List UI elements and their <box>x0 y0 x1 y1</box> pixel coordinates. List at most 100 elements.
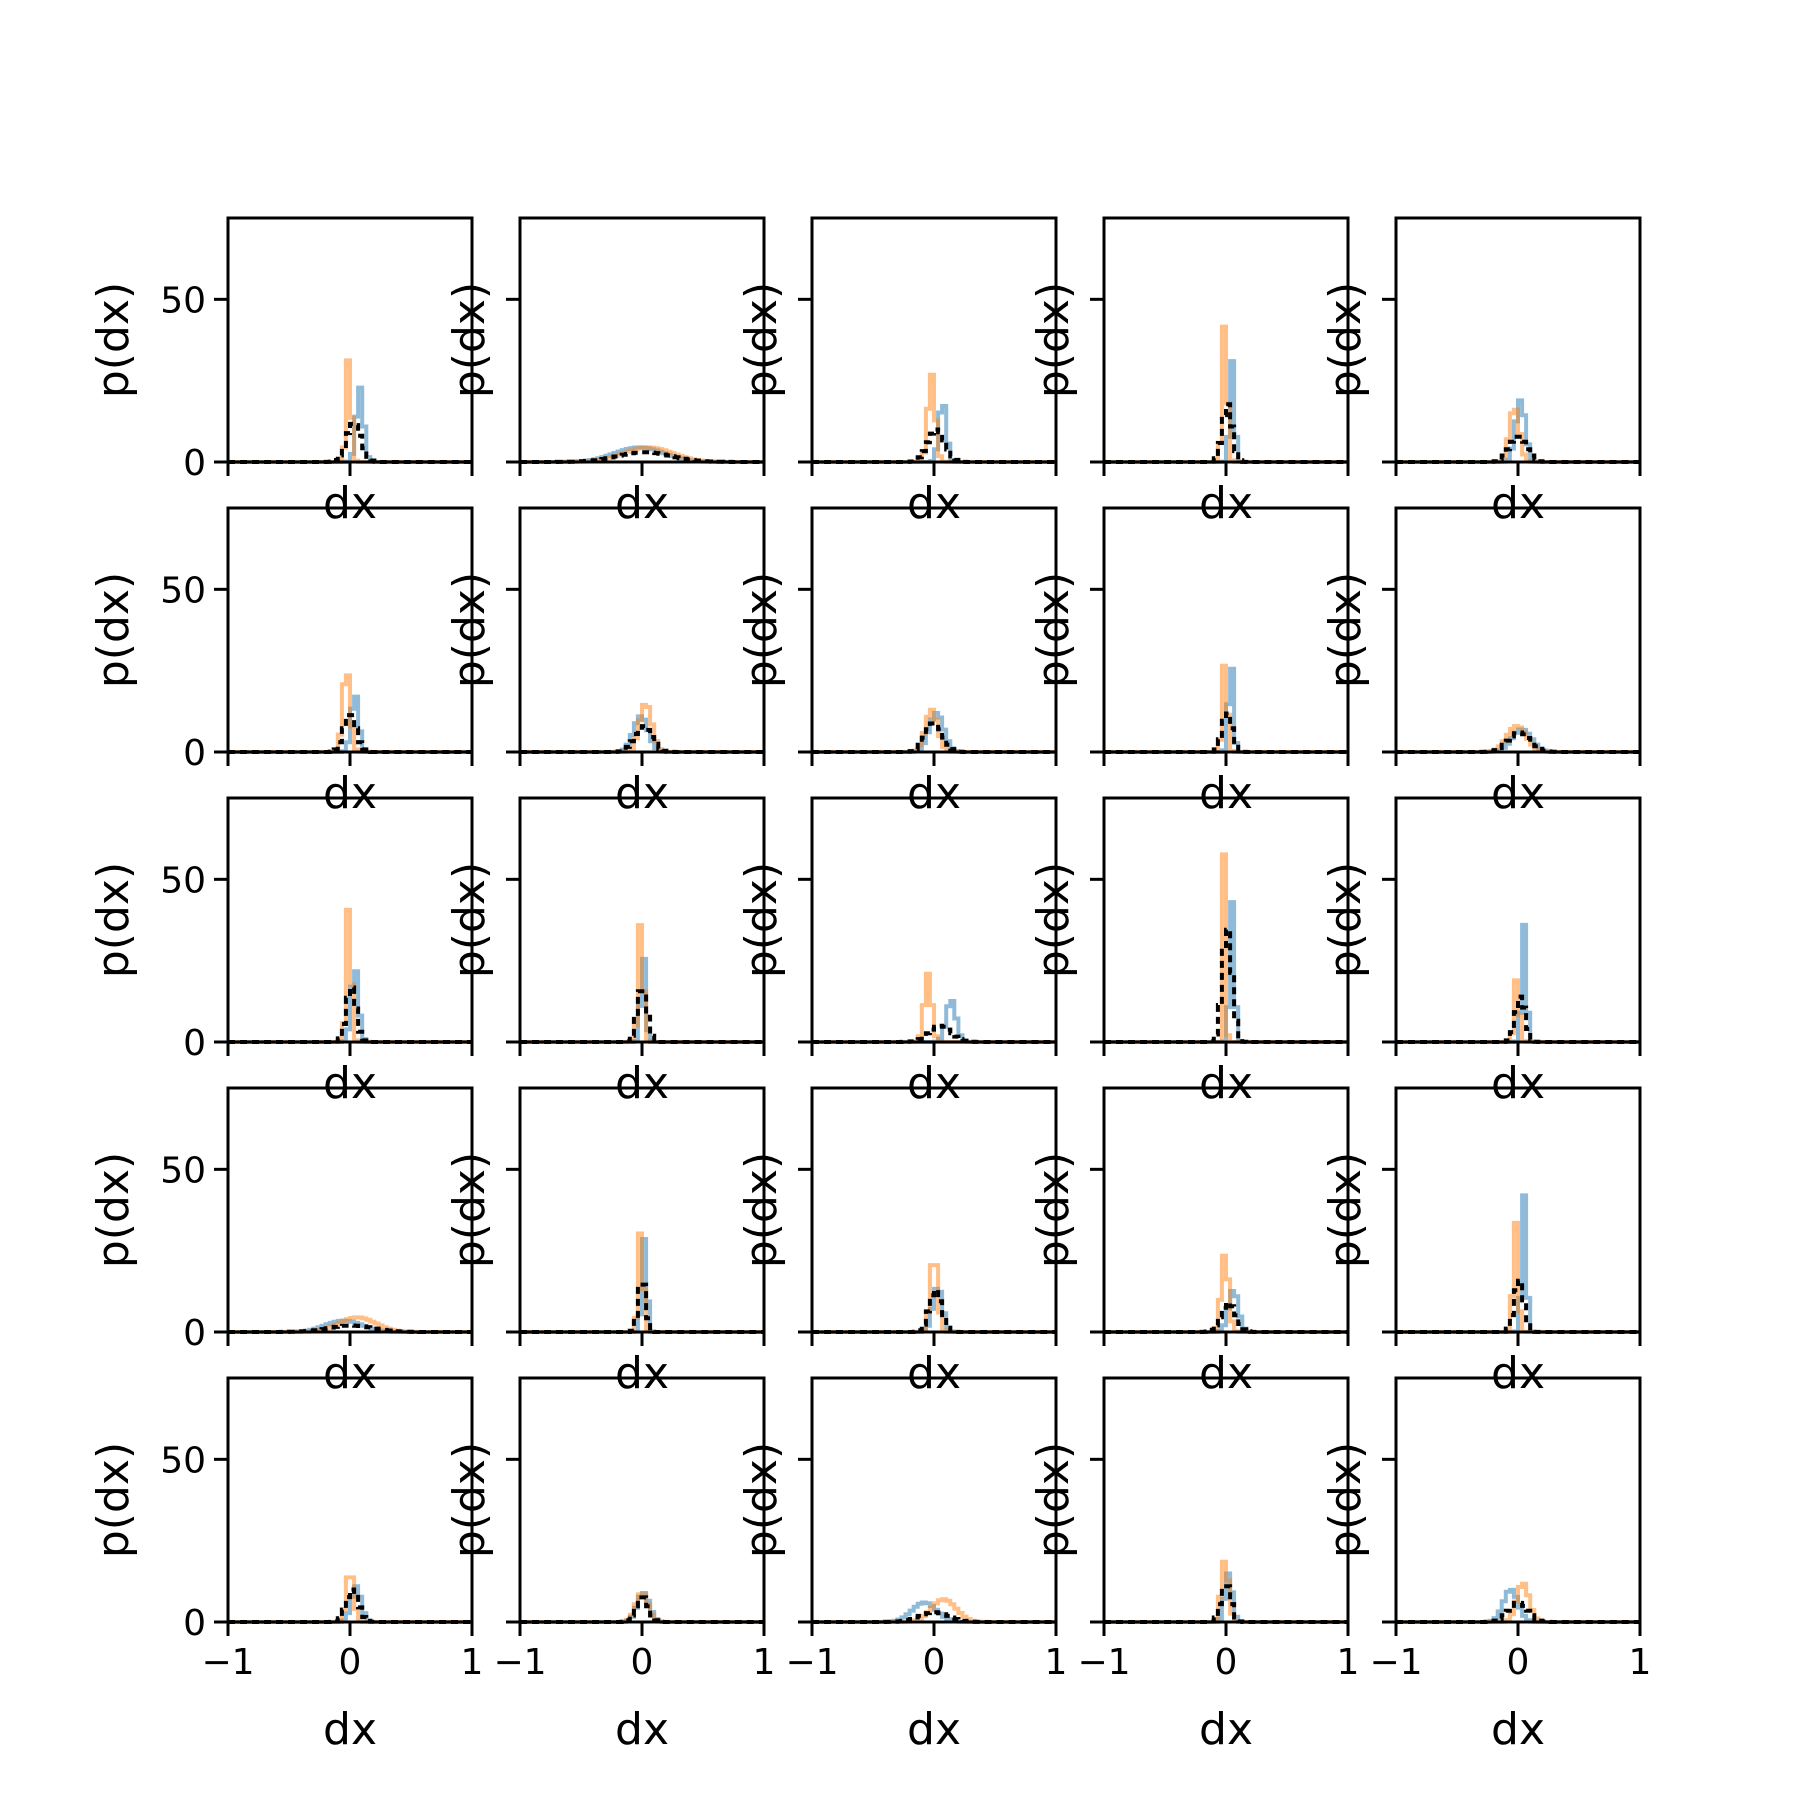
y-tick-label: 0 <box>183 1603 206 1644</box>
x-axis-label: dx <box>615 478 669 529</box>
y-axis-label: p(dx) <box>1320 1442 1371 1558</box>
x-tick-label: −1 <box>201 1642 254 1683</box>
x-axis-label: dx <box>907 1058 961 1109</box>
histogram-black <box>1104 711 1348 754</box>
x-tick-label: 1 <box>1045 1642 1068 1683</box>
x-axis-label: dx <box>907 1704 961 1755</box>
histogram-black <box>1396 1278 1640 1334</box>
y-axis-label: p(dx) <box>1028 1152 1079 1268</box>
subplot-1-1: 0 50 dx p(dx) <box>88 216 474 529</box>
x-axis-label: dx <box>615 1704 669 1755</box>
axes-frame <box>810 1376 1058 1624</box>
y-tick-label: 50 <box>160 570 206 611</box>
x-axis-label: dx <box>615 1348 669 1399</box>
histogram-black <box>812 721 1056 754</box>
x-axis-label: dx <box>1199 1348 1253 1399</box>
subplot-1-5: dx p(dx) <box>1320 216 1642 529</box>
x-tick-label: −1 <box>493 1642 546 1683</box>
subplot-1-3: dx p(dx) <box>736 216 1058 529</box>
y-axis-label: p(dx) <box>1028 1442 1079 1558</box>
x-axis-label: dx <box>1199 768 1253 819</box>
axes-frame <box>518 1376 766 1624</box>
subplot-5-2: −1 0 1 dx p(dx) <box>444 1376 776 1755</box>
histogram-black <box>812 1288 1056 1334</box>
subplot-2-5: dx p(dx) <box>1320 506 1642 819</box>
x-axis-label: dx <box>323 1058 377 1109</box>
y-axis-label: p(dx) <box>736 1442 787 1558</box>
y-axis-label: p(dx) <box>88 282 139 398</box>
x-axis-label: dx <box>907 478 961 529</box>
x-axis-label: dx <box>907 768 961 819</box>
x-axis-label: dx <box>615 768 669 819</box>
x-axis-label: dx <box>323 478 377 529</box>
subplot-4-2: dx p(dx) <box>444 1086 766 1399</box>
subplot-3-2: dx p(dx) <box>444 796 766 1109</box>
y-tick-label: 0 <box>183 1313 206 1354</box>
subplot-3-1: 0 50 dx p(dx) <box>88 796 474 1109</box>
histogram-black <box>1396 434 1640 464</box>
y-tick-label: 0 <box>183 1023 206 1064</box>
y-axis-label: p(dx) <box>88 862 139 978</box>
histogram-orange <box>520 445 764 464</box>
y-tick-label: 0 <box>183 733 206 774</box>
y-axis-label: p(dx) <box>88 1152 139 1268</box>
subplot-4-5: dx p(dx) <box>1320 1086 1642 1399</box>
y-tick-label: 50 <box>160 1150 206 1191</box>
x-axis-label: dx <box>1491 1058 1545 1109</box>
x-axis-label: dx <box>1491 1348 1545 1399</box>
subplot-5-4: −1 0 1 dx p(dx) <box>1028 1376 1359 1755</box>
histogram-blue <box>1396 727 1640 754</box>
y-axis-label: p(dx) <box>736 572 787 688</box>
x-axis-label: dx <box>1199 478 1253 529</box>
x-axis-label: dx <box>907 1348 961 1399</box>
y-axis-label: p(dx) <box>88 1442 139 1558</box>
y-axis-label: p(dx) <box>736 1152 787 1268</box>
x-tick-label: 0 <box>339 1642 362 1683</box>
x-tick-label: −1 <box>1369 1642 1422 1683</box>
y-axis-label: p(dx) <box>1028 862 1079 978</box>
y-axis-label: p(dx) <box>444 572 495 688</box>
x-axis-label: dx <box>323 768 377 819</box>
subplot-2-2: dx p(dx) <box>444 506 766 819</box>
histogram-orange <box>520 923 764 1044</box>
y-tick-label: 50 <box>160 1440 206 1481</box>
y-axis-label: p(dx) <box>88 572 139 688</box>
y-axis-label: p(dx) <box>1320 572 1371 688</box>
y-axis-label: p(dx) <box>1320 1152 1371 1268</box>
subplot-3-3: dx p(dx) <box>736 796 1058 1109</box>
histogram-orange <box>1396 1581 1640 1624</box>
subplot-2-3: dx p(dx) <box>736 506 1058 819</box>
y-axis-label: p(dx) <box>1028 572 1079 688</box>
x-axis-label: dx <box>323 1348 377 1399</box>
x-axis-label: dx <box>1199 1704 1253 1755</box>
axes-frame <box>810 216 1058 464</box>
y-axis-label: p(dx) <box>444 1442 495 1558</box>
subplot-1-2: dx p(dx) <box>444 216 766 529</box>
axes-frame <box>226 1376 474 1624</box>
histogram-black <box>520 989 764 1044</box>
subplot-2-1: 0 50 dx p(dx) <box>88 506 474 819</box>
subplot-5-5: −1 0 1 dx p(dx) <box>1320 1376 1652 1755</box>
y-axis-label: p(dx) <box>1028 282 1079 398</box>
subplot-2-4: dx p(dx) <box>1028 506 1350 819</box>
axes-frame <box>226 1086 474 1334</box>
y-axis-label: p(dx) <box>444 1152 495 1268</box>
subplot-3-4: dx p(dx) <box>1028 796 1350 1109</box>
y-tick-label: 50 <box>160 860 206 901</box>
y-axis-label: p(dx) <box>736 862 787 978</box>
y-axis-label: p(dx) <box>1320 862 1371 978</box>
histogram-orange <box>1104 852 1348 1044</box>
histogram-black <box>520 724 764 754</box>
subplot-3-5: dx p(dx) <box>1320 796 1642 1109</box>
x-tick-label: 0 <box>631 1642 654 1683</box>
x-tick-label: 1 <box>1629 1642 1652 1683</box>
x-tick-label: 0 <box>1215 1642 1238 1683</box>
y-axis-label: p(dx) <box>1320 282 1371 398</box>
x-tick-label: 1 <box>753 1642 776 1683</box>
histogram-blue <box>228 1584 472 1624</box>
subplot-4-3: dx p(dx) <box>736 1086 1058 1399</box>
y-tick-label: 0 <box>183 443 206 484</box>
axes-frame <box>1394 506 1642 754</box>
